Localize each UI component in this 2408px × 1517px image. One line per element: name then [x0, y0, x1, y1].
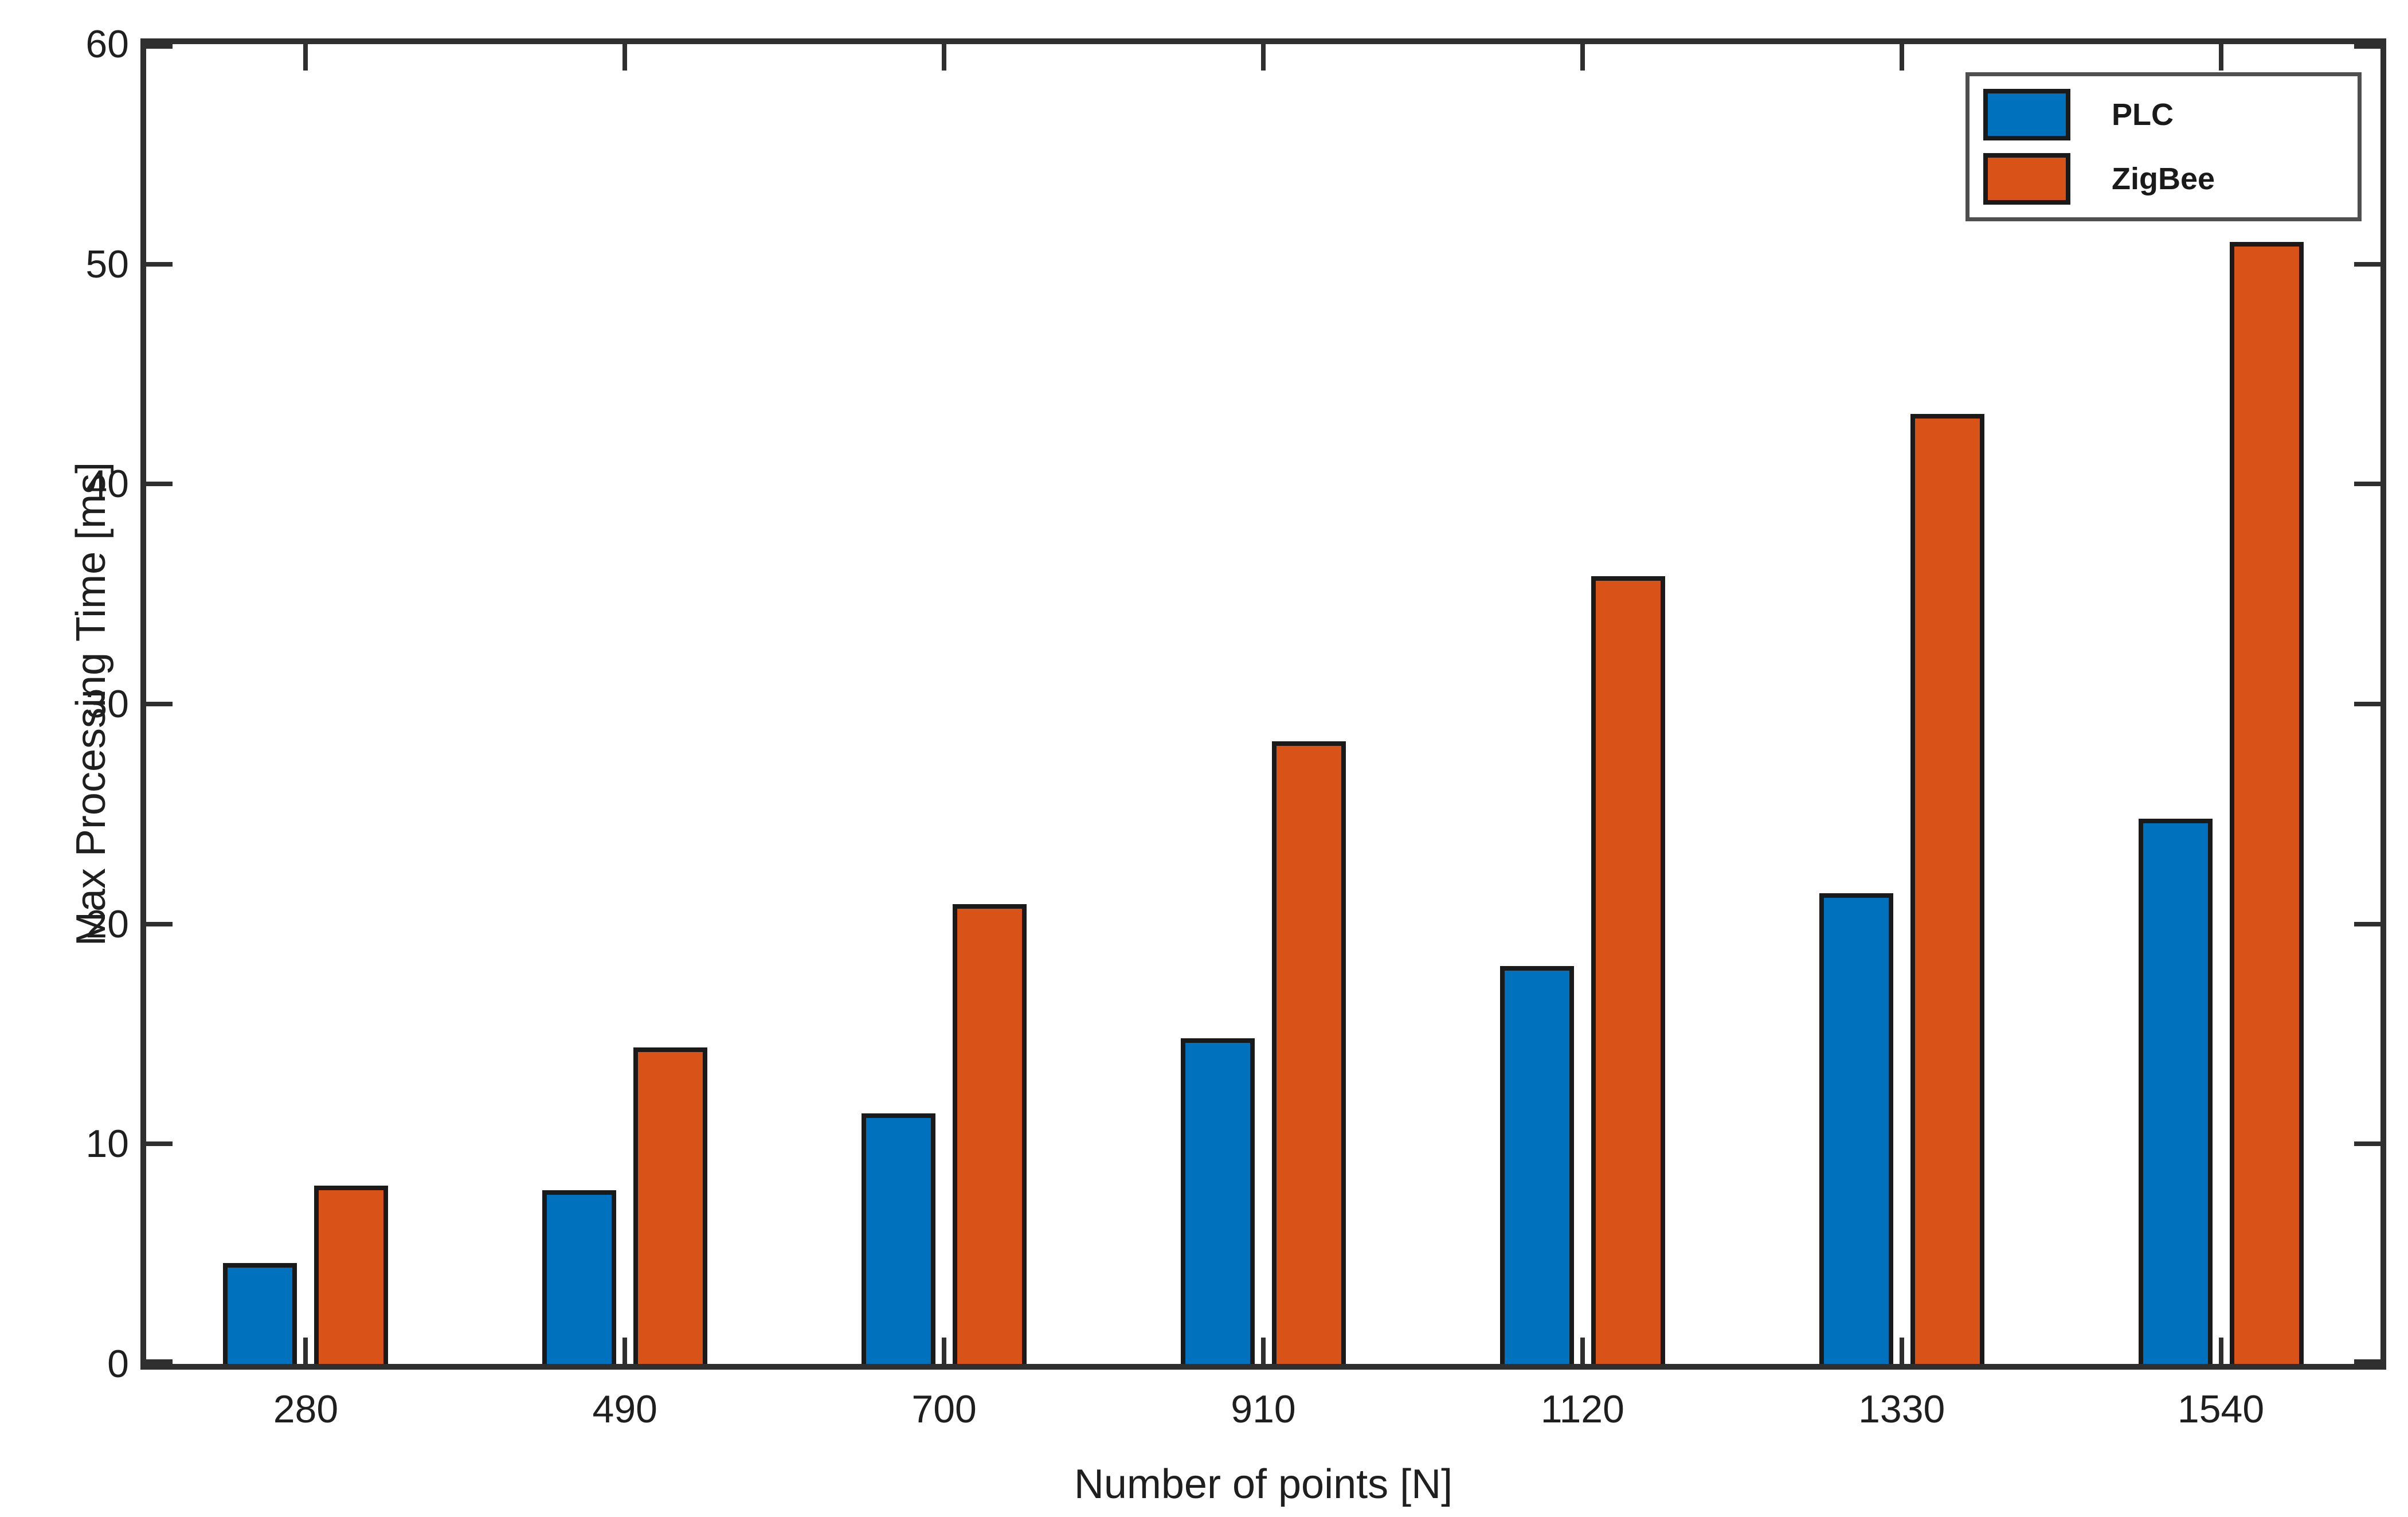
y-tick-left [146, 482, 173, 487]
x-tick-top [622, 44, 628, 71]
y-tick-left [146, 261, 173, 267]
y-tick-label: 0 [107, 1342, 129, 1386]
x-tick-bottom [1899, 1338, 1904, 1364]
legend-swatch-plc [1983, 89, 2070, 140]
x-tick-top [303, 44, 308, 71]
y-tick-label: 60 [85, 22, 129, 66]
x-tick-bottom [942, 1338, 947, 1364]
y-tick-left [146, 1141, 173, 1147]
y-tick-right [2354, 1359, 2380, 1364]
legend-swatch-zigbee [1983, 153, 2070, 205]
y-tick-left [146, 1359, 173, 1364]
bar-zigbee-1330 [1910, 414, 1984, 1364]
bar-zigbee-280 [314, 1186, 389, 1364]
bar-plc-700 [862, 1113, 936, 1364]
x-tick-bottom [622, 1338, 628, 1364]
x-tick-bottom [1580, 1338, 1585, 1364]
y-tick-label: 10 [85, 1122, 129, 1166]
x-tick-top [1261, 44, 1266, 71]
y-tick-left [146, 44, 173, 49]
y-tick-label: 20 [85, 902, 129, 946]
bar-plc-910 [1181, 1038, 1255, 1364]
bar-zigbee-1120 [1591, 576, 1665, 1364]
bar-plc-1540 [2138, 819, 2213, 1364]
y-tick-left [146, 921, 173, 926]
y-tick-label: 50 [85, 242, 129, 286]
x-tick-label: 1540 [2177, 1387, 2265, 1431]
y-tick-right [2354, 702, 2380, 706]
bar-zigbee-1540 [2229, 242, 2304, 1364]
x-tick-top [1899, 44, 1904, 71]
x-tick-top [942, 44, 947, 71]
bar-plc-280 [223, 1263, 297, 1364]
x-tick-top [1580, 44, 1585, 71]
y-tick-right [2354, 482, 2380, 487]
x-tick-bottom [1261, 1338, 1266, 1364]
y-tick-label: 40 [85, 462, 129, 506]
x-tick-label: 910 [1231, 1387, 1296, 1431]
x-axis-title: Number of points [N] [1074, 1461, 1453, 1507]
y-tick-right [2354, 261, 2380, 267]
y-tick-right [2354, 921, 2380, 926]
x-tick-label: 1120 [1540, 1387, 1624, 1431]
bar-plc-490 [542, 1190, 617, 1364]
x-tick-bottom [2218, 1338, 2223, 1364]
legend: PLC ZigBee [1965, 72, 2362, 221]
bar-plc-1120 [1499, 966, 1574, 1364]
x-tick-label: 700 [911, 1387, 977, 1431]
y-tick-label: 30 [85, 682, 129, 726]
plot-area [140, 38, 2386, 1370]
legend-item-zigbee: ZigBee [1970, 147, 2358, 210]
bar-zigbee-490 [633, 1047, 708, 1364]
legend-item-plc: PLC [1970, 83, 2358, 146]
bar-zigbee-700 [953, 904, 1027, 1364]
legend-label-zigbee: ZigBee [2112, 162, 2215, 196]
y-tick-left [146, 702, 173, 706]
legend-label-plc: PLC [2112, 97, 2174, 132]
x-tick-label: 490 [592, 1387, 658, 1431]
x-tick-label: 280 [273, 1387, 339, 1431]
y-tick-right [2354, 1141, 2380, 1147]
x-tick-top [2218, 44, 2223, 71]
y-tick-right [2354, 44, 2380, 49]
bar-plc-1330 [1819, 893, 1893, 1364]
bar-zigbee-910 [1272, 741, 1346, 1364]
x-tick-label: 1330 [1858, 1387, 1945, 1431]
x-tick-bottom [303, 1338, 308, 1364]
